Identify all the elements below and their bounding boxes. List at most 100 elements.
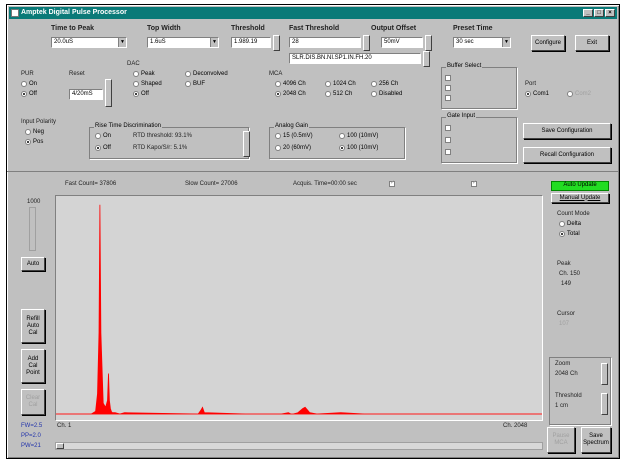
dac-deconvolved-radio[interactable]: Deconvolved (185, 71, 228, 77)
detail-spinner[interactable] (423, 51, 430, 67)
count-total-radio[interactable]: Total (559, 231, 580, 237)
top-width-select[interactable]: 1.6uS ▼ (147, 37, 219, 48)
dac-peak-radio[interactable]: Peak (133, 71, 155, 77)
checkbox-indicator (389, 179, 395, 187)
polarity-pos-radio[interactable]: Pos (25, 139, 43, 145)
rtd-on-radio[interactable]: On (95, 133, 111, 139)
fast-threshold-spinner[interactable] (363, 35, 370, 51)
input-polarity-label: Input Polarity (21, 119, 57, 125)
output-offset-field[interactable]: 50mV (381, 37, 423, 48)
title-bar: Amptek Digital Pulse Processor _ □ × (9, 7, 617, 19)
detail-field[interactable]: SLR.DIS.BN.NI.SP1.IN.FH.20 (289, 53, 421, 64)
top-width-value: 1.6uS (150, 39, 166, 45)
radio-indicator (21, 91, 27, 97)
mca-option-radio[interactable]: 4096 Ch (275, 81, 306, 87)
exit-button[interactable]: Exit (575, 35, 609, 51)
channel-scrollbar[interactable] (55, 442, 543, 450)
pause-mca-button[interactable]: Pause MCA (547, 427, 575, 453)
peak-label: Peak (557, 261, 571, 267)
mca-option-radio[interactable]: 256 Ch (371, 81, 398, 87)
checkbox-indicator (445, 75, 451, 81)
mca-option-label: 1024 Ch (333, 81, 356, 87)
gate-checkbox[interactable] (445, 149, 453, 155)
gate-checkbox[interactable] (445, 125, 453, 131)
output-offset-label: Output Offset (371, 25, 417, 32)
manual-update-button[interactable]: Manual Update (551, 193, 609, 203)
checkbox-indicator (471, 179, 477, 187)
mca-option-radio[interactable]: Disabled (371, 91, 402, 97)
minimize-button[interactable]: _ (583, 9, 593, 17)
status-checkbox[interactable] (471, 179, 479, 187)
mca-option-label: Disabled (379, 91, 403, 97)
maximize-button[interactable]: □ (594, 9, 604, 17)
rtd-on-label: On (103, 133, 112, 139)
output-offset-spinner[interactable] (425, 35, 432, 51)
port-com2-radio[interactable]: Com2 (567, 91, 591, 97)
threshold-spinner-right[interactable] (601, 393, 608, 415)
pur-on-radio[interactable]: On (21, 81, 37, 87)
radio-indicator (339, 145, 345, 151)
cursor-label: Cursor (557, 311, 576, 317)
rtd-off-radio[interactable]: Off (95, 145, 111, 151)
buffer-checkbox[interactable] (445, 95, 453, 101)
reset-label: Reset (69, 71, 85, 77)
fast-threshold-field[interactable]: 28 (289, 37, 361, 48)
gain-option-radio[interactable]: 100 (10mV) (339, 133, 378, 139)
dac-buf-radio[interactable]: BUF (185, 81, 205, 87)
gain-option-radio[interactable]: 20 (60mV) (275, 145, 311, 151)
pp-line: PP=2.0 (21, 433, 41, 439)
radio-indicator (133, 71, 139, 77)
buffer-checkbox[interactable] (445, 75, 453, 81)
threshold-field[interactable]: 1.989.19 (231, 37, 271, 48)
count-mode-label: Count Mode (557, 211, 590, 217)
rtd-spinner[interactable] (243, 131, 250, 157)
mca-option-radio[interactable]: 2048 Ch (275, 91, 306, 97)
dac-peak-label: Peak (141, 71, 155, 77)
scale-slider[interactable] (29, 207, 36, 251)
buffer-checkbox[interactable] (445, 85, 453, 91)
port-com1-label: Com1 (533, 91, 550, 97)
save-spectrum-button[interactable]: Save Spectrum (581, 427, 611, 453)
recall-configuration-button[interactable]: Recall Configuration (523, 147, 611, 163)
reset-field[interactable]: 4/20mS (69, 89, 103, 100)
port-com1-radio[interactable]: Com1 (525, 91, 549, 97)
mca-option-radio[interactable]: 1024 Ch (325, 81, 356, 87)
acquisition-time: Acquis. Time=00:00 sec (293, 181, 357, 187)
pur-off-radio[interactable]: Off (21, 91, 37, 97)
count-delta-radio[interactable]: Delta (559, 221, 581, 227)
radio-indicator (185, 71, 191, 77)
main-window: Amptek Digital Pulse Processor _ □ × Tim… (6, 4, 620, 459)
configure-button[interactable]: Configure (531, 35, 565, 51)
preset-time-select[interactable]: 30 sec ▼ (453, 37, 511, 48)
clear-cal-button[interactable]: Clear Cal (21, 389, 45, 415)
time-to-peak-select[interactable]: 20.0uS ▼ (51, 37, 127, 48)
save-configuration-button[interactable]: Save Configuration (523, 123, 611, 139)
gain-option-radio[interactable]: 15 (0.5mV) (275, 133, 313, 139)
close-button[interactable]: × (605, 9, 615, 17)
status-checkbox[interactable] (389, 179, 397, 187)
dac-off-radio[interactable]: Off (133, 91, 149, 97)
gain-option-radio[interactable]: 100 (10mV) (339, 145, 378, 151)
gate-checkbox[interactable] (445, 137, 453, 143)
scroll-thumb[interactable] (56, 443, 64, 449)
window-title: Amptek Digital Pulse Processor (21, 9, 127, 16)
channel-end-label: Ch. 2048 (503, 423, 528, 429)
dac-shaped-radio[interactable]: Shaped (133, 81, 162, 87)
refill-auto-cal-button[interactable]: Refill Auto Cal (21, 309, 45, 343)
radio-indicator (95, 133, 101, 139)
gate-input-title: Gate Input (446, 113, 477, 119)
radio-indicator (133, 81, 139, 87)
reset-spinner[interactable] (105, 79, 112, 107)
auto-update-button[interactable]: Auto Update (551, 181, 609, 191)
zoom-spinner[interactable] (601, 363, 608, 385)
channel-start-label: Ch. 1 (57, 423, 72, 429)
auto-button[interactable]: Auto (21, 257, 45, 271)
radio-indicator (525, 91, 531, 97)
fast-count: Fast Count= 37806 (65, 181, 117, 187)
add-cal-point-button[interactable]: Add Cal Point (21, 349, 45, 383)
analog-gain-title: Analog Gain (274, 123, 310, 129)
threshold-spinner[interactable] (273, 35, 280, 51)
polarity-neg-radio[interactable]: Neg (25, 129, 44, 135)
spectrum-plot[interactable] (55, 195, 543, 421)
mca-option-radio[interactable]: 512 Ch (325, 91, 352, 97)
